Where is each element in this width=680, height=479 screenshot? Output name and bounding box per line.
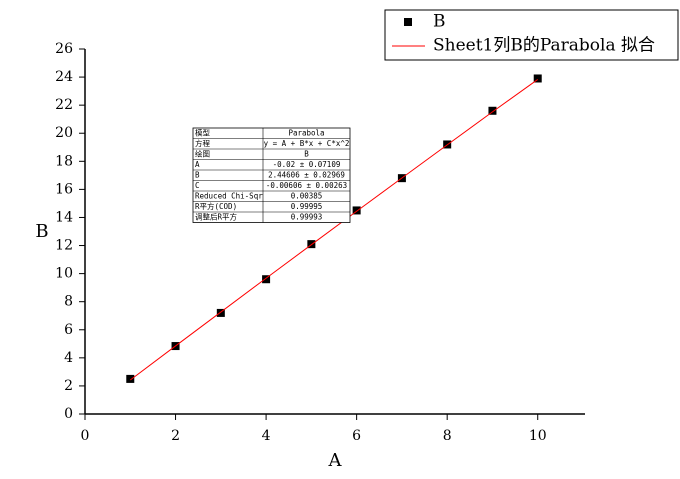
table-cell: C (195, 181, 200, 190)
legend-box (384, 9, 679, 61)
y-tick-label: 2 (64, 378, 73, 394)
y-tick-label: 0 (64, 406, 73, 422)
x-tick-label: 2 (171, 428, 180, 444)
x-tick-label: 4 (262, 428, 271, 444)
y-tick-label: 8 (64, 294, 73, 310)
y-axis-label: B (35, 221, 48, 242)
point (352, 206, 361, 215)
table-cell: A (195, 160, 200, 169)
x-tick-label: 8 (443, 428, 452, 444)
x-tick-label: 10 (529, 428, 547, 444)
x-tick-label: 0 (81, 428, 90, 444)
table-cell: 绘图 (195, 148, 210, 158)
table-cell: 0.99993 (291, 212, 323, 221)
x-tick-label: 6 (352, 428, 361, 444)
table-cell: -0.02 ± 0.07109 (273, 160, 341, 169)
point (488, 106, 497, 115)
y-tick-label: 26 (55, 41, 73, 57)
y-tick-label: 14 (55, 209, 73, 225)
table-cell: B (195, 170, 200, 179)
table-cell: 模型 (195, 127, 210, 137)
y-tick-label: 12 (55, 238, 73, 254)
table-cell: y = A + B*x + C*x^2 (264, 139, 350, 148)
table-cell: R平方(COD) (195, 201, 237, 211)
table-cell: 方程 (195, 138, 210, 148)
y-tick-label: 20 (55, 125, 73, 141)
y-tick-label: 4 (64, 350, 73, 366)
fit-line (129, 79, 539, 381)
legend-swatch (404, 18, 412, 26)
table-cell: -0.00606 ± 0.00263 (266, 181, 347, 190)
legend-label: Sheet1列B的Parabola 拟合 (433, 36, 655, 56)
y-tick-label: 24 (55, 69, 73, 85)
table-cell: 0.00385 (291, 191, 323, 200)
table-cell: 2.44606 ± 0.02969 (268, 170, 345, 179)
y-tick-label: 16 (55, 181, 73, 197)
y-tick-label: 6 (64, 322, 73, 338)
table-cell: Reduced Chi-Sqr (195, 191, 263, 200)
table-cell: 0.99995 (291, 202, 323, 211)
fit-table (192, 127, 351, 223)
table-cell: 调整后R平方 (195, 211, 238, 221)
y-tick-label: 10 (55, 266, 73, 282)
legend-label: B (433, 12, 446, 32)
y-tick-label: 18 (55, 153, 73, 169)
point (126, 374, 135, 383)
table-cell: B (304, 149, 309, 158)
table-cell: Parabola (288, 128, 324, 137)
x-axis-label: A (328, 450, 343, 471)
point (216, 308, 225, 317)
point (533, 74, 542, 83)
y-tick-label: 22 (55, 97, 73, 113)
point (262, 275, 271, 284)
